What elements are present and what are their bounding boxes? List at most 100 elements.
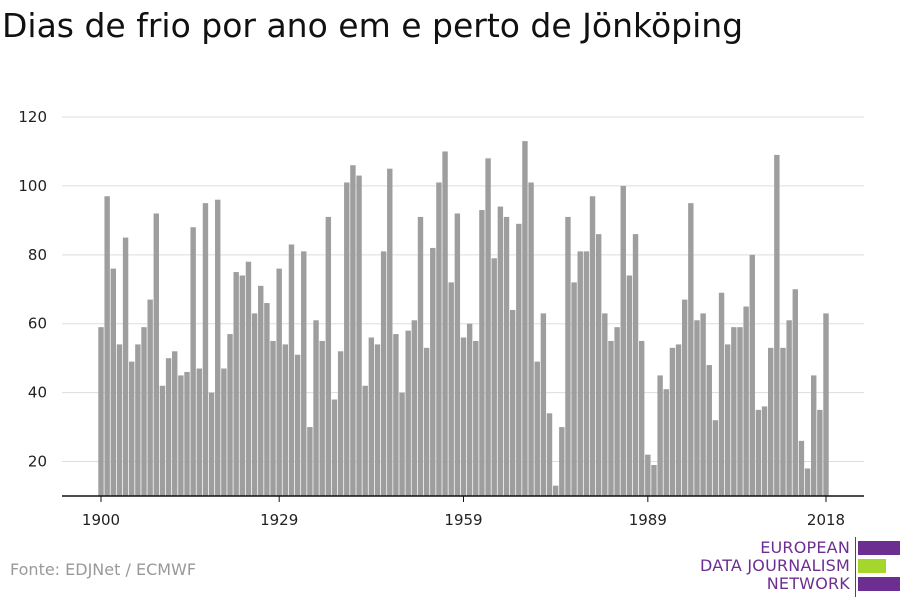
bar-1936 [319,340,325,496]
bar-1911 [165,358,172,496]
bar-1942 [356,175,362,496]
bar-1996 [688,203,694,497]
bar-1976 [565,216,571,496]
x-tick-label-1989: 1989 [629,511,667,529]
bar-1973 [546,413,553,496]
bar-1922 [233,272,239,496]
bar-1958 [454,213,461,497]
x-tick-label-1959: 1959 [444,511,482,529]
bar-1925 [251,313,258,496]
bar-1950 [405,330,411,496]
bar-1918 [208,392,215,496]
bar-1945 [374,344,381,496]
bar-1907 [141,327,147,496]
bar-1916 [196,368,203,496]
bar-1957 [448,282,454,496]
bar-1993 [669,347,676,496]
bar-2003 [731,327,737,496]
bar-2000 [712,420,719,496]
x-tick-label-1929: 1929 [260,511,298,529]
bar-1975 [559,427,565,496]
bar-1998 [700,313,706,496]
bar-1941 [350,165,356,496]
logo-bar-purple-top [858,541,900,555]
bar-2008 [761,406,768,496]
bar-1967 [509,309,516,496]
bar-1938 [331,399,338,496]
bar-1919 [215,199,221,496]
bar-1915 [190,227,196,496]
bar-1949 [399,392,405,496]
bar-1928 [270,340,276,496]
bar-1924 [245,261,252,496]
y-tick-label-100: 100 [18,177,47,195]
bar-1988 [638,340,645,496]
bar-1979 [583,251,590,496]
bar-1903 [116,344,123,496]
bar-1901 [104,196,110,496]
bar-1947 [387,168,393,496]
bar-1946 [380,251,387,496]
bar-1948 [393,334,399,496]
bar-1966 [503,216,510,496]
bar-2013 [792,289,798,496]
bar-1987 [632,234,639,497]
bar-1980 [589,196,596,496]
bar-1959 [460,337,467,496]
bar-1934 [307,427,313,496]
bar-1931 [288,244,295,496]
bar-1972 [540,313,547,496]
bar-1960 [466,323,473,496]
logo-bar-purple-bottom [858,577,900,591]
bar-1962 [479,210,485,496]
x-tick-label-1900: 1900 [82,511,120,529]
bar-1951 [411,320,418,496]
bar-chart: 20 40 60 80 100 120 1900 1929 1959 1989 2018 [18,108,864,529]
bar-2001 [718,292,725,496]
bar-1935 [313,320,319,496]
bar-1969 [522,141,528,497]
bar-1989 [645,454,651,496]
bar-1955 [436,182,442,497]
logo-text-line-3: NETWORK [766,574,850,593]
bar-1923 [239,275,246,496]
bar-1930 [282,344,289,496]
bar-2015 [804,468,811,496]
y-tick-label-80: 80 [28,246,47,264]
logo-text-line-1: EUROPEAN [760,538,850,557]
bar-1968 [516,223,522,497]
bar-1939 [337,351,344,496]
bar-1900 [98,327,104,496]
y-tick-label-60: 60 [28,315,47,333]
bar-1929 [276,268,282,496]
bar-1994 [675,344,682,496]
bar-2011 [780,347,786,496]
bar-2018 [823,313,829,496]
bar-1986 [626,275,633,496]
y-tick-label-20: 20 [28,453,47,471]
bar-2002 [724,344,731,496]
y-axis-tick-labels: 20 40 60 80 100 120 [18,108,47,471]
bar-1902 [110,268,116,496]
bar-1921 [227,334,233,496]
bar-1926 [258,285,264,496]
bar-1933 [301,251,307,496]
edjnet-logo: EUROPEAN DATA JOURNALISM NETWORK [700,537,900,597]
bar-1914 [184,371,190,496]
bar-1927 [264,303,270,496]
bar-1985 [620,185,626,496]
bar-1940 [344,182,350,497]
bar-1990 [651,464,657,496]
y-tick-label-120: 120 [18,108,47,126]
bar-2012 [786,320,792,496]
x-tick-label-2018: 2018 [807,511,845,529]
bar-1982 [602,313,608,496]
x-axis: 1900 1929 1959 1989 2018 [62,495,864,529]
bar-1971 [534,361,540,496]
bar-1995 [681,299,688,496]
bar-2014 [798,440,805,496]
bar-1932 [294,354,301,496]
bar-1977 [571,282,577,496]
source-note: Fonte: EDJNet / ECMWF [10,560,197,579]
bar-1964 [491,258,497,496]
